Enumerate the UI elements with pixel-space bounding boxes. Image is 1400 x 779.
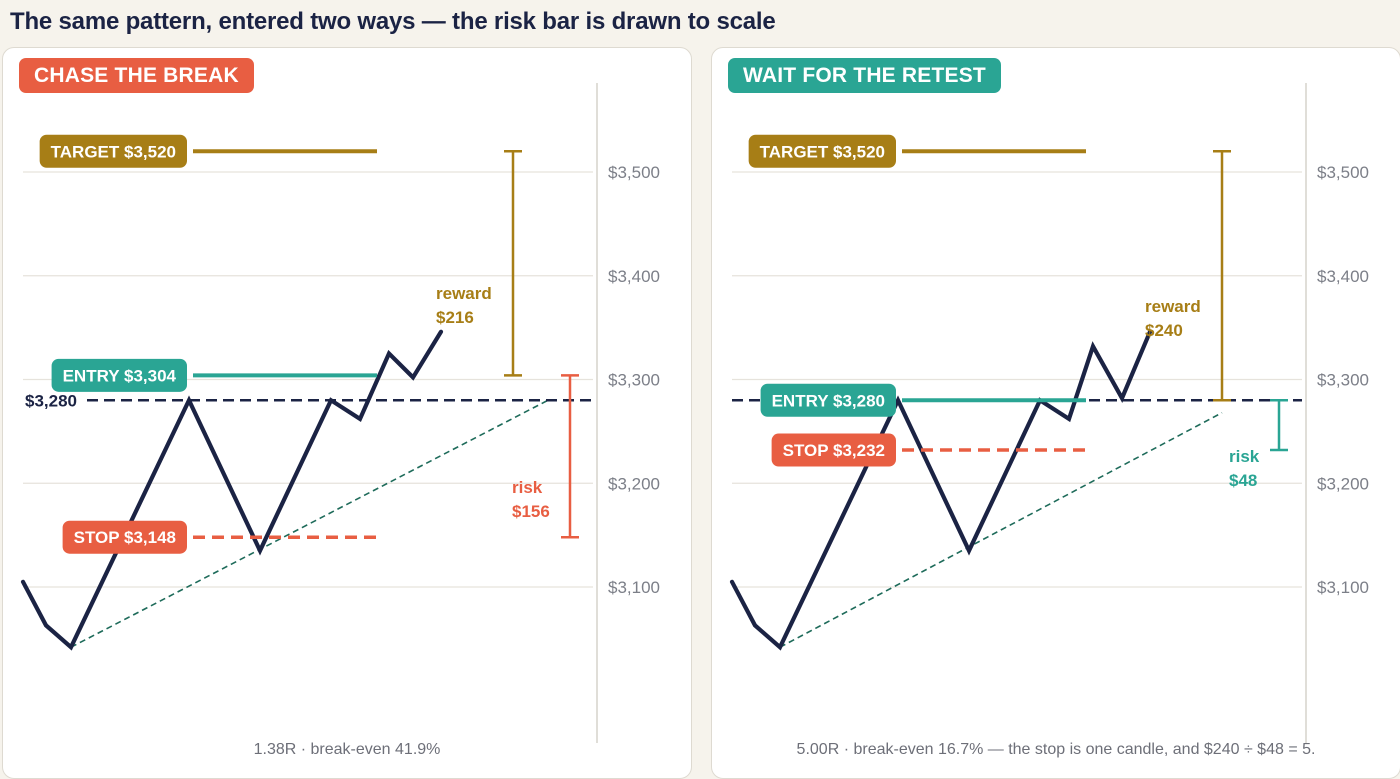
- target-pill: TARGET $3,520: [39, 134, 187, 168]
- entry-label: ENTRY $3,280: [772, 391, 885, 410]
- reward-bar: [504, 150, 522, 377]
- risk-amount: $48: [1229, 471, 1257, 490]
- reward-label: reward: [436, 284, 492, 303]
- y-tick-label: $3,200: [608, 474, 660, 493]
- risk-bar: [561, 374, 579, 539]
- panel-title-badge: WAIT FOR THE RETEST: [728, 58, 1001, 93]
- page-title: The same pattern, entered two ways — the…: [10, 8, 776, 35]
- panel-footnote: 5.00R · break-even 16.7% — the stop is o…: [796, 741, 1316, 758]
- retest-chart-svg: $3,100 $3,200 $3,300 $3,400 $3,500 TARGET $3…: [729, 83, 1369, 743]
- y-tick-label: $3,100: [1317, 578, 1369, 597]
- target-label: TARGET $3,520: [51, 142, 176, 161]
- chart-panel-retest: $3,100 $3,200 $3,300 $3,400 $3,500 TARGET $3…: [711, 47, 1400, 779]
- target-label: TARGET $3,520: [760, 142, 885, 161]
- y-tick-label: $3,200: [1317, 474, 1369, 493]
- y-tick-label: $3,100: [608, 578, 660, 597]
- stop-label: STOP $3,148: [74, 528, 176, 547]
- reward-amount: $216: [436, 308, 474, 327]
- breakout-level-label: $3,280: [25, 391, 77, 410]
- y-tick-label: $3,500: [608, 163, 660, 182]
- target-pill: TARGET $3,520: [748, 134, 896, 168]
- y-tick-label: $3,300: [1317, 371, 1369, 390]
- y-tick-label: $3,300: [608, 371, 660, 390]
- stop-pill: STOP $3,148: [62, 520, 187, 554]
- panel-footnote: 1.38R · break-even 41.9%: [253, 741, 441, 758]
- reward-amount: $240: [1145, 321, 1183, 340]
- panel-title-badge: CHASE THE BREAK: [19, 58, 254, 93]
- risk-label: risk: [1229, 447, 1260, 466]
- risk-label: risk: [512, 478, 543, 497]
- risk-amount: $156: [512, 502, 550, 521]
- reward-label: reward: [1145, 297, 1201, 316]
- price-path-line: [20, 329, 444, 651]
- y-tick-label: $3,400: [1317, 267, 1369, 286]
- y-tick-label: $3,500: [1317, 163, 1369, 182]
- chart-panel-chase: $3,100 $3,200 $3,300 $3,400 $3,500 $3,280 TA…: [2, 47, 692, 779]
- entry-pill: ENTRY $3,280: [760, 383, 896, 417]
- entry-label: ENTRY $3,304: [63, 366, 177, 385]
- chase-chart-svg: $3,100 $3,200 $3,300 $3,400 $3,500 $3,280 TA…: [20, 83, 660, 743]
- entry-pill: ENTRY $3,304: [51, 358, 187, 392]
- reward-bar: [1213, 150, 1231, 402]
- price-path-line: [729, 329, 1153, 651]
- risk-bar: [1270, 399, 1288, 452]
- stop-label: STOP $3,232: [783, 441, 885, 460]
- stop-pill: STOP $3,232: [771, 433, 896, 467]
- y-tick-label: $3,400: [608, 267, 660, 286]
- trendline: [779, 411, 1223, 648]
